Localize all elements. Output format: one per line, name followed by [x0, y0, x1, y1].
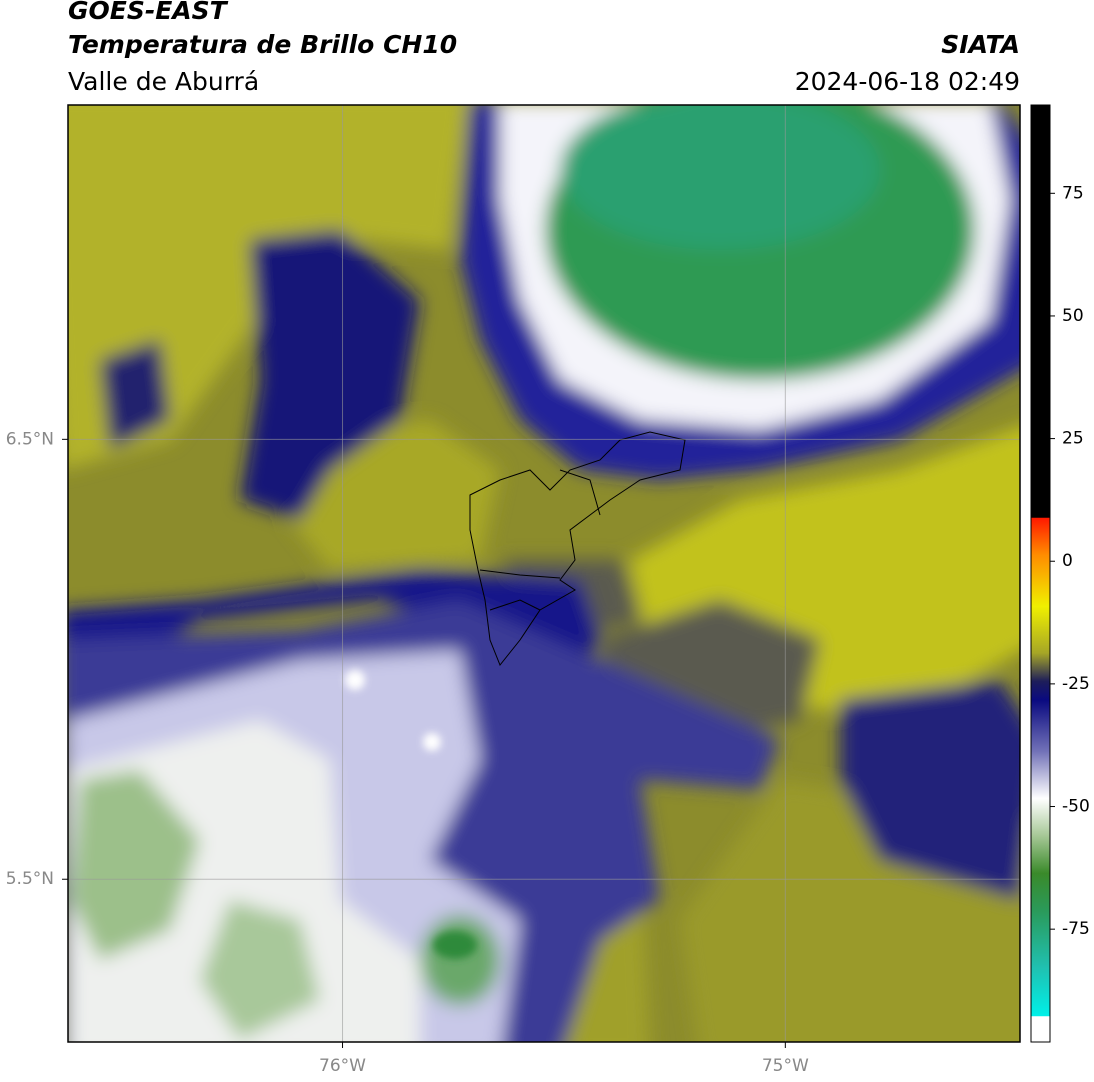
colorbar-tick-label: 75 [1062, 183, 1084, 203]
source-title: GOES-EAST [68, 0, 229, 25]
colorbar-tick-label: -75 [1062, 919, 1090, 939]
x-tick-label: 76°W [319, 1056, 366, 1076]
region-title: Valle de Aburrá [68, 67, 259, 96]
map-frame [67, 104, 1021, 1043]
colorbar-tick-label: -50 [1062, 797, 1090, 817]
colorbar [1030, 104, 1051, 1043]
basin-outline [469, 431, 686, 666]
colorbar-tick-label: 25 [1062, 429, 1084, 449]
colorbar-tick-label: 50 [1062, 306, 1084, 326]
graticule [68, 105, 1020, 1042]
brightness-image [68, 105, 1020, 1042]
x-tick-label: 75°W [762, 1056, 809, 1076]
y-tick-label: 5.5°N [6, 869, 54, 889]
datetime: 2024-06-18 02:49 [795, 67, 1020, 96]
product-title: Temperatura de Brillo CH10 [68, 30, 457, 59]
y-tick-label: 6.5°N [6, 429, 54, 449]
colorbar-tick-label: 0 [1062, 551, 1073, 571]
agency-title: SIATA [941, 30, 1020, 59]
colorbar-tick-label: -25 [1062, 674, 1090, 694]
